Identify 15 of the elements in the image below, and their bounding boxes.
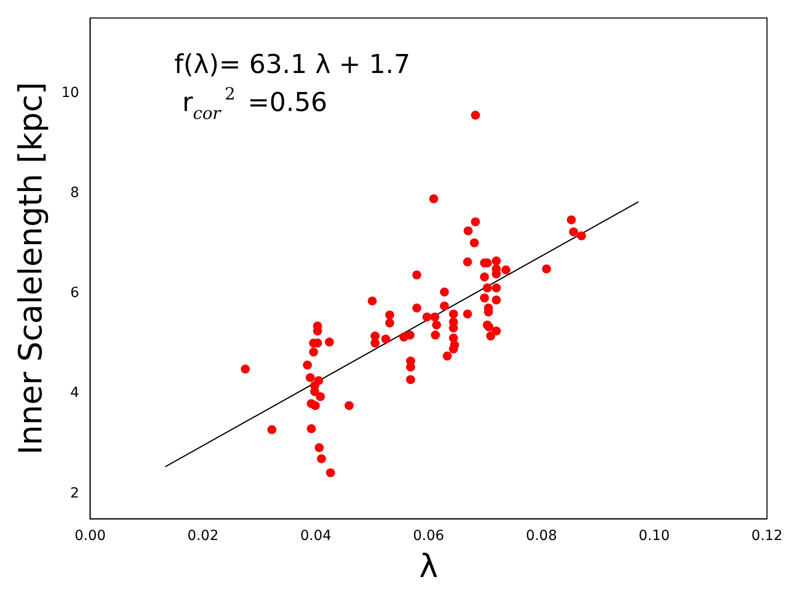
y-tick-label: 8 bbox=[70, 184, 80, 201]
x-tick-label: 0.10 bbox=[638, 528, 670, 544]
y-tick-label: 6 bbox=[70, 285, 80, 302]
x-axis-title: λ bbox=[419, 547, 438, 586]
x-tick-label: 0.00 bbox=[74, 528, 106, 544]
y-tick-label: 2 bbox=[70, 485, 80, 502]
y-tick-label: 10 bbox=[61, 84, 80, 101]
x-tick-label: 0.12 bbox=[751, 528, 783, 544]
x-tick-label: 0.08 bbox=[526, 528, 557, 544]
y-tick-label: 4 bbox=[70, 385, 80, 402]
x-tick-label: 0.02 bbox=[187, 528, 219, 544]
annotation: f(λ)= 63.1 λ + 1.7 bbox=[174, 50, 410, 80]
y-axis-title: Inner Scalelength [kpc] bbox=[12, 82, 50, 455]
x-tick-label: 0.06 bbox=[413, 528, 444, 544]
x-tick-label: 0.04 bbox=[300, 528, 332, 544]
